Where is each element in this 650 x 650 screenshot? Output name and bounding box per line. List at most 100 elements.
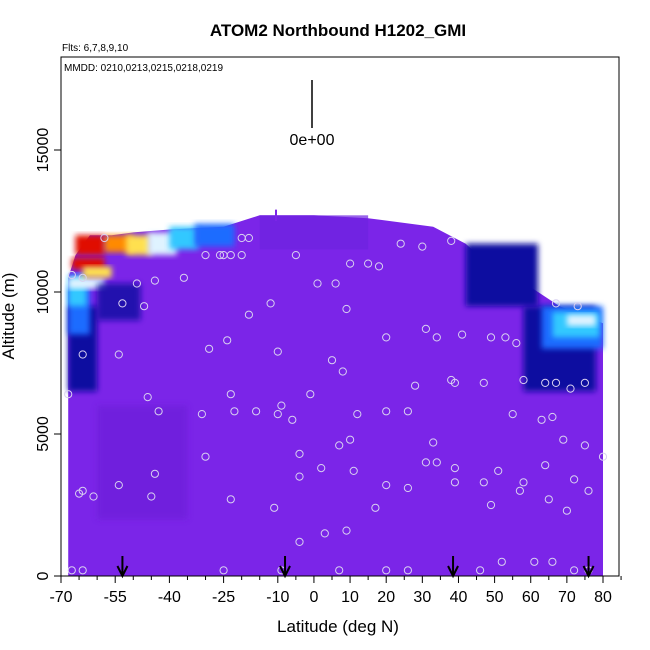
- sample-point: [78, 273, 87, 282]
- sample-point: [100, 233, 109, 243]
- sample-point: [338, 367, 347, 376]
- sample-point: [382, 566, 391, 575]
- sample-point: [432, 458, 441, 467]
- sample-point: [150, 469, 159, 478]
- sample-point: [114, 481, 123, 490]
- x-axis-label: Latitude (deg N): [277, 617, 399, 636]
- sample-point: [89, 492, 98, 501]
- sample-point: [519, 375, 528, 385]
- sample-point: [342, 526, 351, 535]
- x-axis: -70 -55 -40 -25 -10 0 10 20 30 40 50 60 70 80: [49, 575, 622, 606]
- sample-point: [64, 390, 73, 399]
- y-tick-label: 15000: [35, 128, 52, 173]
- sample-point: [132, 279, 141, 288]
- sample-point: [295, 537, 304, 547]
- sample-point: [75, 489, 84, 498]
- sample-point: [154, 407, 163, 416]
- sample-point: [273, 347, 282, 356]
- dates-note: MMDD: 0210,0213,0215,0218,0219: [64, 63, 223, 74]
- sample-point: [201, 251, 210, 260]
- sample-point: [371, 503, 380, 512]
- sample-point: [273, 410, 282, 419]
- x-tick-label: 10: [341, 589, 359, 606]
- sample-point: [512, 339, 521, 348]
- sample-point: [548, 412, 557, 422]
- field-hot-blue: [194, 223, 235, 247]
- sample-point: [450, 464, 459, 473]
- field-south-light: [68, 277, 105, 290]
- sample-point: [114, 350, 123, 359]
- sample-point: [205, 344, 214, 353]
- sample-point: [519, 478, 528, 487]
- sample-point: [486, 500, 496, 510]
- sample-point: [479, 478, 488, 487]
- y-tick-label: 10000: [35, 270, 52, 315]
- sample-point: [78, 350, 87, 359]
- sample-point: [476, 566, 485, 575]
- sample-point: [497, 557, 506, 566]
- field-patch: [97, 405, 188, 520]
- x-tick-label: -25: [212, 589, 235, 606]
- sample-point: [288, 415, 297, 424]
- sample-point: [544, 495, 553, 504]
- sample-point: [508, 410, 517, 419]
- sample-point: [353, 410, 362, 419]
- y-axis: 0 5000 10000 15000: [35, 128, 61, 580]
- field-hot-red: [75, 235, 105, 256]
- sample-point: [226, 495, 235, 504]
- sample-point: [421, 458, 430, 467]
- sample-point: [252, 407, 261, 416]
- sample-point: [335, 441, 344, 450]
- sample-point: [573, 302, 582, 311]
- sample-point: [515, 486, 525, 495]
- field-hot-yellow2: [82, 266, 112, 278]
- sample-point: [346, 435, 355, 444]
- sample-point: [223, 336, 232, 345]
- field-hot-cyan: [169, 226, 199, 250]
- x-tick-label: -40: [158, 589, 181, 606]
- y-tick-label: 5000: [35, 416, 52, 452]
- sample-point: [374, 262, 384, 271]
- chart-title: ATOM2 Northbound H1202_GMI: [210, 21, 466, 40]
- sample-point: [584, 486, 593, 495]
- sample-point: [320, 529, 329, 538]
- sample-point: [244, 233, 253, 243]
- sample-point: [342, 304, 351, 314]
- sample-point: [147, 492, 156, 501]
- sample-point: [537, 415, 546, 424]
- sample-point: [78, 566, 87, 575]
- sample-point: [429, 438, 438, 447]
- sample-point: [403, 407, 412, 416]
- sample-point: [447, 236, 456, 245]
- sample-point: [598, 452, 608, 461]
- field-hot-red2: [71, 257, 105, 270]
- sample-point: [450, 378, 459, 387]
- sample-point: [566, 384, 575, 393]
- field-north-dark: [465, 243, 538, 307]
- sample-point: [277, 401, 286, 410]
- sample-point: [580, 441, 590, 450]
- x-tick-label: 40: [450, 589, 468, 606]
- sample-point: [143, 393, 152, 402]
- sample-point: [244, 310, 253, 319]
- sample-points: [64, 233, 608, 575]
- sample-point: [570, 566, 579, 575]
- sample-point: [432, 333, 441, 342]
- sample-point: [494, 466, 503, 475]
- sample-point: [570, 475, 579, 484]
- sample-point: [562, 506, 572, 515]
- sample-point: [237, 251, 246, 260]
- x-tick-label: 60: [522, 589, 540, 606]
- sample-point: [580, 378, 590, 387]
- x-tick-label: 20: [377, 589, 395, 606]
- sample-point: [403, 483, 412, 493]
- sample-point: [118, 299, 127, 308]
- sample-point: [548, 557, 557, 566]
- sample-point: [346, 259, 355, 268]
- sample-point: [179, 273, 188, 282]
- sample-point: [306, 390, 315, 399]
- concentration-field: [68, 209, 603, 576]
- sample-point: [541, 378, 550, 387]
- sample-point: [382, 407, 391, 416]
- field-north-light: [566, 314, 596, 327]
